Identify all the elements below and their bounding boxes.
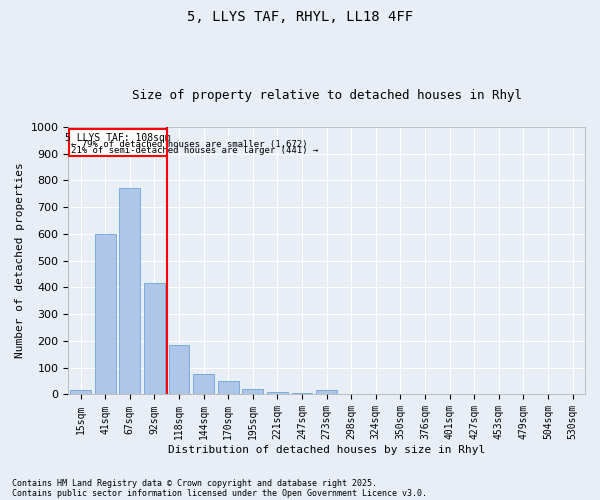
Text: Contains public sector information licensed under the Open Government Licence v3: Contains public sector information licen…	[12, 488, 427, 498]
Bar	[70, 390, 91, 394]
Bar	[69, 130, 167, 156]
Text: 5, LLYS TAF, RHYL, LL18 4FF: 5, LLYS TAF, RHYL, LL18 4FF	[187, 10, 413, 24]
Y-axis label: Number of detached properties: Number of detached properties	[15, 163, 25, 358]
Bar	[169, 345, 190, 395]
Bar	[316, 390, 337, 394]
Bar	[267, 392, 288, 394]
Bar	[144, 284, 165, 395]
Text: ← 79% of detached houses are smaller (1,672): ← 79% of detached houses are smaller (1,…	[71, 140, 307, 148]
Text: 5 LLYS TAF: 108sqm: 5 LLYS TAF: 108sqm	[65, 132, 170, 142]
Text: Contains HM Land Registry data © Crown copyright and database right 2025.: Contains HM Land Registry data © Crown c…	[12, 478, 377, 488]
Bar	[292, 393, 313, 394]
Bar	[119, 188, 140, 394]
Title: Size of property relative to detached houses in Rhyl: Size of property relative to detached ho…	[131, 89, 521, 102]
Bar	[193, 374, 214, 394]
Bar	[242, 389, 263, 394]
X-axis label: Distribution of detached houses by size in Rhyl: Distribution of detached houses by size …	[168, 445, 485, 455]
Bar	[218, 381, 239, 394]
Bar	[95, 234, 116, 394]
Text: 21% of semi-detached houses are larger (441) →: 21% of semi-detached houses are larger (…	[71, 146, 318, 155]
